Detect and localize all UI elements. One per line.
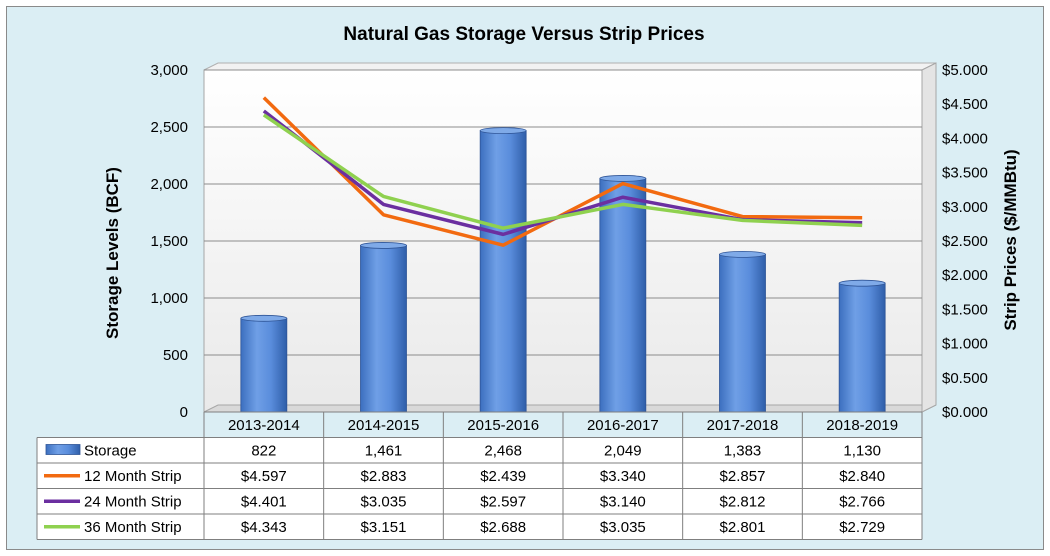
category-label: 2017-2018 (707, 417, 779, 434)
storage-bar-top (360, 242, 407, 249)
right-tick-label: $3.000 (942, 199, 988, 216)
right-tick-label: $5.000 (942, 62, 988, 79)
data-table: 2013-2014 2014-2015 2015-2016 2016-2017 2017… (36, 411, 923, 540)
right-tick-label: $1.500 (942, 301, 988, 318)
storage-bar-top (599, 175, 647, 182)
strip-cell: $2.812 (720, 494, 766, 511)
left-tick-label: 1,500 (150, 233, 188, 250)
storage-bar-body (360, 245, 407, 413)
category-label: 2013-2014 (228, 417, 300, 434)
storage-bar-body (240, 317, 288, 413)
storage-bar (360, 242, 407, 413)
storage-bar-top (240, 314, 288, 322)
storage-bar (240, 314, 288, 413)
strip-cell: $4.401 (241, 494, 287, 511)
storage-bar (838, 279, 886, 413)
strip-cell: $3.151 (361, 519, 407, 536)
left-axis-ticks: 0 500 1,000 1,500 2,000 2,500 3,000 (150, 62, 188, 421)
plot-area (203, 62, 937, 413)
category-label: 2015-2016 (467, 417, 539, 434)
right-tick-label: $2.000 (942, 267, 988, 284)
strip-cell: $2.766 (839, 494, 885, 511)
storage-bar (719, 250, 766, 413)
right-tick-label: $2.500 (942, 233, 988, 250)
strip-cell: $3.035 (600, 519, 646, 536)
storage-bar (479, 127, 527, 413)
right-tick-label: $3.500 (942, 165, 988, 182)
storage-bar-body (719, 253, 766, 413)
category-label: 2014-2015 (348, 417, 420, 434)
left-tick-label: 2,000 (150, 176, 188, 193)
strip-cell: $2.801 (720, 519, 766, 536)
storage-cell: 2,049 (604, 443, 642, 460)
storage-cell: 2,468 (484, 443, 522, 460)
left-tick-label: 0 (180, 404, 188, 421)
strip-cell: $2.597 (480, 494, 526, 511)
row-label-storage: Storage (84, 443, 137, 460)
right-axis-label: Strip Prices ($/MMBtu) (1001, 149, 1020, 330)
strip-cell: $4.343 (241, 519, 287, 536)
strip-cell: $2.857 (720, 468, 766, 485)
chart-title: Natural Gas Storage Versus Strip Prices (343, 24, 704, 45)
row-label-strip: 24 Month Strip (84, 494, 182, 511)
left-tick-label: 2,500 (150, 119, 188, 136)
storage-bar-top (719, 250, 766, 258)
storage-cell: 822 (251, 443, 276, 460)
legend-key-storage (45, 444, 81, 455)
plot-wall-top (203, 62, 937, 71)
storage-bar-top (479, 127, 527, 135)
strip-cell: $3.035 (361, 494, 407, 511)
left-tick-label: 500 (163, 347, 188, 364)
category-label: 2018-2019 (826, 417, 898, 434)
row-label-strip: 36 Month Strip (84, 519, 182, 536)
strip-line (262, 113, 863, 230)
strip-cell: $3.340 (600, 468, 646, 485)
legend-key-storage-swatch (45, 444, 81, 455)
right-tick-label: $0.500 (942, 370, 988, 387)
right-tick-label: $1.000 (942, 336, 988, 353)
strip-cell: $2.840 (839, 468, 885, 485)
strip-cell: $4.597 (241, 468, 287, 485)
storage-bar-top (838, 279, 886, 287)
storage-bar-body (599, 178, 647, 413)
storage-bar (599, 175, 647, 413)
plot-floor (203, 404, 937, 413)
right-tick-label: $4.000 (942, 130, 988, 147)
row-label-strip: 12 Month Strip (84, 468, 182, 485)
strip-cell: $3.140 (600, 494, 646, 511)
right-tick-label: $4.500 (942, 96, 988, 113)
category-label: 2016-2017 (587, 417, 659, 434)
left-axis-label: Storage Levels (BCF) (103, 167, 122, 339)
strip-cell: $2.688 (480, 519, 526, 536)
right-axis-ticks: $0.000 $0.500 $1.000 $1.500 $2.000 $2.500 $3.0… (942, 62, 988, 421)
left-tick-label: 1,000 (150, 290, 188, 307)
strip-cell: $2.883 (361, 468, 407, 485)
storage-cell: 1,461 (365, 443, 403, 460)
right-tick-label: $0.000 (942, 404, 988, 421)
storage-bar-body (479, 130, 527, 413)
strip-cell: $2.729 (839, 519, 885, 536)
left-tick-label: 3,000 (150, 62, 188, 79)
storage-cell: 1,383 (724, 443, 762, 460)
strip-cell: $2.439 (480, 468, 526, 485)
plot-side-wall (921, 62, 937, 413)
storage-bar-body (838, 282, 886, 413)
storage-cell: 1,130 (843, 443, 881, 460)
